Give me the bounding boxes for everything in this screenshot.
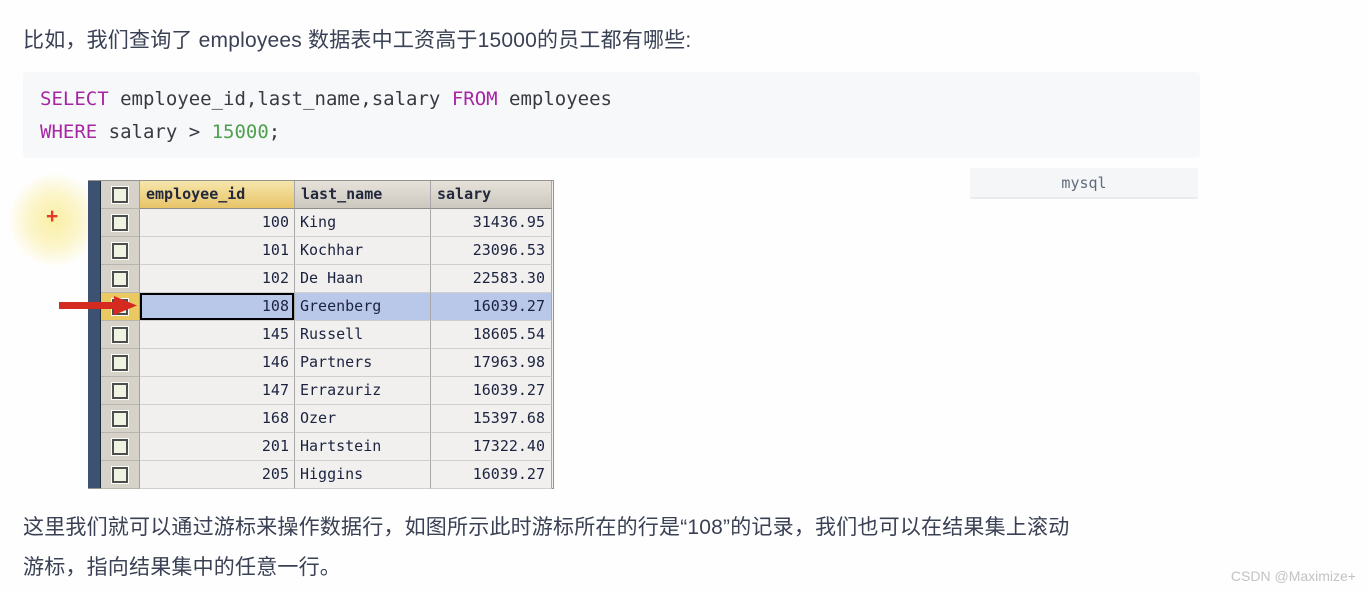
code-token-keyword: WHERE: [40, 121, 98, 143]
table-row[interactable]: 102 De Haan 22583.30: [101, 265, 553, 293]
grid-rows: 100 King 31436.95 101 Kochhar 23096.53 102 De H…: [101, 209, 553, 489]
code-token-keyword: FROM: [451, 88, 498, 110]
row-checkbox-icon[interactable]: [112, 354, 128, 371]
row-select-cell[interactable]: [101, 265, 140, 293]
code-line: WHERE salary > 15000;: [40, 116, 1183, 149]
row-select-cell[interactable]: [101, 237, 140, 265]
cell-employee-id[interactable]: 101: [140, 237, 295, 265]
table-row[interactable]: 108 Greenberg 16039.27: [101, 293, 553, 321]
cell-salary[interactable]: 16039.27: [431, 293, 552, 321]
cursor-arrow-icon: [59, 296, 137, 315]
table-row[interactable]: 100 King 31436.95: [101, 209, 553, 237]
row-select-cell[interactable]: [101, 433, 140, 461]
cell-salary[interactable]: 17322.40: [431, 433, 552, 461]
watermark-text: CSDN @Maximize+: [1230, 568, 1356, 584]
select-all-checkbox-icon[interactable]: [112, 186, 128, 203]
code-line: SELECT employee_id,last_name,salary FROM…: [40, 83, 1183, 116]
cell-salary[interactable]: 23096.53: [431, 237, 552, 265]
table-header-row: employee_id last_name salary: [101, 181, 553, 209]
table-row[interactable]: 168 Ozer 15397.68: [101, 405, 553, 433]
query-result-grid: employee_id last_name salary 100 King 3143…: [88, 180, 554, 489]
table-row[interactable]: 145 Russell 18605.54: [101, 321, 553, 349]
select-all-cell[interactable]: [101, 181, 140, 209]
cell-last-name[interactable]: Errazuriz: [295, 377, 431, 405]
cell-last-name[interactable]: Kochhar: [295, 237, 431, 265]
table-row[interactable]: 101 Kochhar 23096.53: [101, 237, 553, 265]
code-token-plain: ;: [268, 121, 281, 143]
code-language-badge: mysql: [970, 168, 1198, 199]
cell-salary[interactable]: 15397.68: [431, 405, 552, 433]
grid-side-bar: [88, 181, 101, 488]
cell-last-name[interactable]: Hartstein: [295, 433, 431, 461]
footer-text-line2: 游标，指向结果集中的任意一行。: [23, 556, 341, 579]
cell-last-name[interactable]: Partners: [295, 349, 431, 377]
column-header-employee-id[interactable]: employee_id: [140, 181, 295, 209]
table-row[interactable]: 205 Higgins 16039.27: [101, 461, 553, 489]
column-header-last-name[interactable]: last_name: [295, 181, 431, 209]
cell-employee-id[interactable]: 205: [140, 461, 295, 489]
cell-employee-id[interactable]: 147: [140, 377, 295, 405]
intro-text: 比如，我们查询了 employees 数据表中工资高于15000的员工都有哪些:: [23, 29, 692, 52]
row-checkbox-icon[interactable]: [112, 438, 128, 455]
row-checkbox-icon[interactable]: [112, 466, 128, 483]
code-token-number: 15000: [211, 121, 269, 143]
row-checkbox-icon[interactable]: [112, 270, 128, 287]
grid-inner: employee_id last_name salary 100 King 3143…: [101, 181, 553, 489]
row-checkbox-icon[interactable]: [112, 214, 128, 231]
row-select-cell[interactable]: [101, 405, 140, 433]
cell-last-name[interactable]: Higgins: [295, 461, 431, 489]
footer-text-line1: 这里我们就可以通过游标来操作数据行，如图所示此时游标所在的行是“108”的记录，…: [23, 516, 1070, 539]
code-token-plain: employees: [497, 88, 612, 110]
row-checkbox-icon[interactable]: [112, 410, 128, 427]
column-header-salary[interactable]: salary: [431, 181, 552, 209]
code-token-keyword: SELECT: [40, 88, 109, 110]
code-token-plain: employee_id,last_name,salary: [108, 88, 452, 110]
row-select-cell[interactable]: [101, 349, 140, 377]
row-select-cell[interactable]: [101, 461, 140, 489]
sql-code-block: SELECT employee_id,last_name,salary FROM…: [23, 72, 1200, 158]
cell-salary[interactable]: 17963.98: [431, 349, 552, 377]
row-checkbox-icon[interactable]: [112, 382, 128, 399]
cell-employee-id[interactable]: 108: [140, 293, 295, 321]
highlight-glow: [8, 172, 100, 268]
code-language-label: mysql: [1061, 173, 1107, 192]
cell-salary[interactable]: 18605.54: [431, 321, 552, 349]
cell-last-name[interactable]: De Haan: [295, 265, 431, 293]
cell-last-name[interactable]: Russell: [295, 321, 431, 349]
cell-last-name[interactable]: Ozer: [295, 405, 431, 433]
cell-employee-id[interactable]: 145: [140, 321, 295, 349]
cell-employee-id[interactable]: 168: [140, 405, 295, 433]
cell-salary[interactable]: 16039.27: [431, 377, 552, 405]
plus-cursor-mark: +: [46, 205, 59, 228]
row-select-cell[interactable]: [101, 209, 140, 237]
table-row[interactable]: 146 Partners 17963.98: [101, 349, 553, 377]
row-checkbox-icon[interactable]: [112, 326, 128, 343]
cell-employee-id[interactable]: 102: [140, 265, 295, 293]
code-token-plain: salary >: [97, 121, 212, 143]
table-row[interactable]: 147 Errazuriz 16039.27: [101, 377, 553, 405]
cell-employee-id[interactable]: 146: [140, 349, 295, 377]
sql-code-lines: SELECT employee_id,last_name,salary FROM…: [40, 83, 1183, 149]
cell-salary[interactable]: 16039.27: [431, 461, 552, 489]
row-checkbox-icon[interactable]: [112, 242, 128, 259]
table-row[interactable]: 201 Hartstein 17322.40: [101, 433, 553, 461]
row-select-cell[interactable]: [101, 321, 140, 349]
cell-salary[interactable]: 22583.30: [431, 265, 552, 293]
cell-salary[interactable]: 31436.95: [431, 209, 552, 237]
cell-last-name[interactable]: King: [295, 209, 431, 237]
cell-employee-id[interactable]: 100: [140, 209, 295, 237]
row-select-cell[interactable]: [101, 377, 140, 405]
cell-employee-id[interactable]: 201: [140, 433, 295, 461]
cell-last-name[interactable]: Greenberg: [295, 293, 431, 321]
